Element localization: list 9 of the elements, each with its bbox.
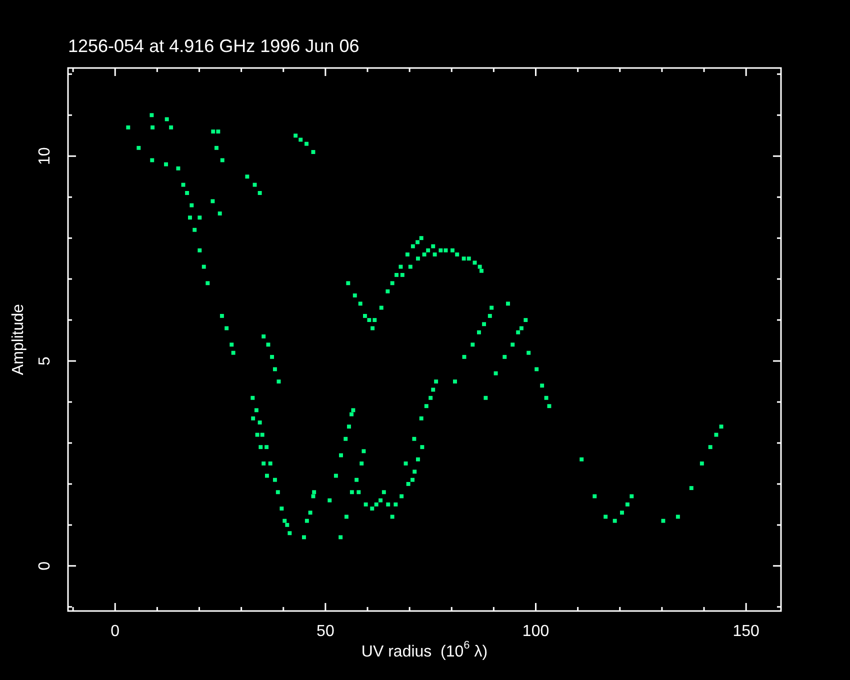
x-tick-label: 150 — [732, 623, 760, 640]
y-tick-label: 5 — [36, 356, 54, 366]
y-tick-label: 0 — [36, 561, 54, 570]
y-tick-label: 10 — [36, 147, 54, 166]
x-tick-label: 0 — [110, 623, 120, 640]
chart-title: 1256-054 at 4.916 GHz 1996 Jun 06 — [68, 36, 360, 56]
y-axis-title: Amplitude — [10, 304, 28, 376]
x-tick-label: 50 — [316, 623, 334, 640]
x-tick-label: 100 — [522, 623, 550, 640]
